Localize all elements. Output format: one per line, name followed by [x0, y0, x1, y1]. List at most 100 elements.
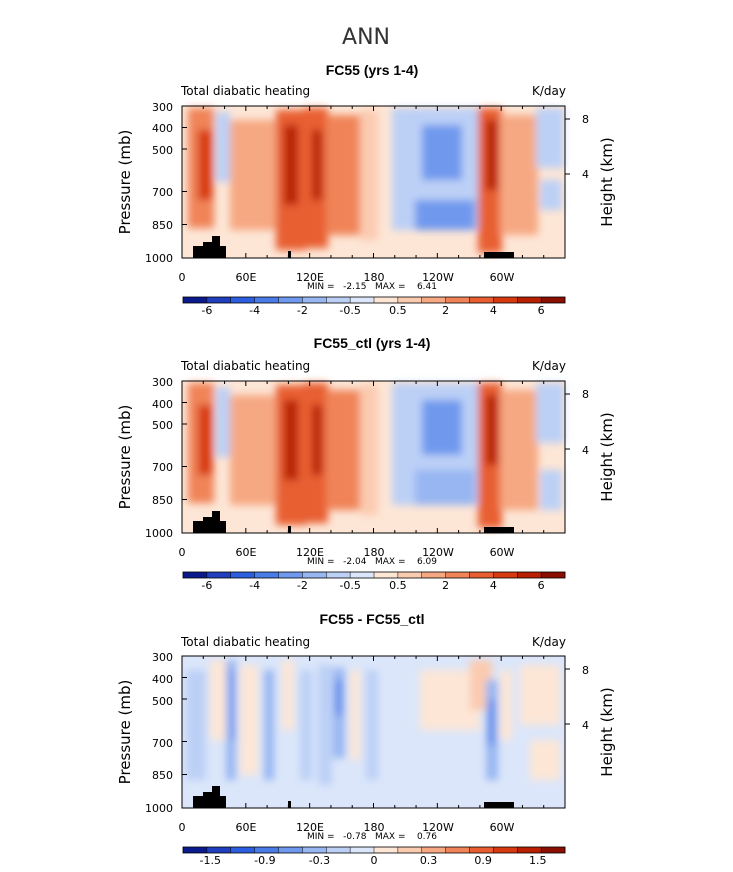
colorbar-label: 0.5: [389, 304, 407, 317]
colorbar-swatch: [374, 847, 399, 853]
colorbar-swatch: [254, 297, 279, 303]
figure-title: ANN: [342, 25, 390, 50]
y-tick-label: 400: [152, 673, 173, 686]
panel-3: FC55 - FC55_ctl Total diabatic heating K…: [116, 611, 616, 867]
y-tick-label: 1000: [145, 802, 173, 815]
colorbar-swatch: [469, 297, 494, 303]
panel-1-ylabel-right: Height (km): [598, 137, 616, 226]
panel-1-field: [182, 106, 565, 258]
x-tick-label: 180: [364, 271, 385, 284]
colorbar-swatch: [541, 847, 566, 853]
colorbar-swatch: [421, 847, 446, 853]
colorbar-swatch: [397, 847, 423, 853]
colorbar-swatch: [278, 297, 303, 303]
colorbar-swatch: [397, 572, 423, 578]
colorbar-swatch: [183, 572, 208, 578]
colorbar-label: 0: [371, 854, 378, 867]
colorbar-label: 4: [490, 579, 497, 592]
colorbar-swatch: [374, 572, 399, 578]
panel-1-y-axis: 300 400 500 700 850 1000 Pressure (mb): [116, 101, 173, 265]
y2-tick-label: 4: [582, 444, 589, 457]
x-tick-label: 60E: [236, 546, 257, 559]
panel-2-colorbar: -6 -4 -2 -0.5 0.5 2 4 6: [182, 571, 566, 592]
panel-1: FC55 (yrs 1-4) Total diabatic heating K/…: [116, 62, 616, 317]
colorbar-label: 0.3: [420, 854, 438, 867]
y2-tick-label: 8: [582, 664, 589, 677]
y-tick-label: 400: [152, 398, 173, 411]
y-tick-label: 700: [152, 737, 173, 750]
colorbar-swatch: [206, 847, 232, 853]
colorbar-swatch: [183, 847, 208, 853]
panel-1-units: K/day: [532, 84, 566, 98]
panel-1-title: FC55 (yrs 1-4): [326, 62, 419, 78]
panel-3-ylabel-right: Height (km): [598, 687, 616, 776]
panel-1-left-label: Total diabatic heating: [180, 84, 310, 98]
colorbar-swatch: [254, 847, 279, 853]
y-tick-label: 700: [152, 461, 173, 474]
x-tick-label: 0: [179, 271, 186, 284]
colorbar-swatch: [445, 572, 470, 578]
colorbar-label: -0.3: [309, 854, 330, 867]
x-tick-label: 120W: [422, 821, 454, 834]
colorbar-swatch: [541, 297, 566, 303]
colorbar-swatch: [206, 297, 232, 303]
y-tick-label: 500: [152, 695, 173, 708]
panel-3-colorbar: -1.5 -0.9 -0.3 0 0.3 0.9 1.5: [182, 846, 566, 867]
panel-3-title: FC55 - FC55_ctl: [319, 611, 424, 627]
x-tick-label: 120E: [296, 821, 324, 834]
panel-3-y-axis: 300 400 500 700 850 1000 Pressure (mb): [116, 651, 173, 815]
colorbar-swatch: [397, 297, 423, 303]
colorbar-swatch: [254, 572, 279, 578]
colorbar-label: 2: [442, 579, 449, 592]
y-tick-label: 300: [152, 101, 173, 114]
panel-1-ylabel: Pressure (mb): [116, 130, 134, 235]
colorbar-swatch: [493, 297, 518, 303]
colorbar-swatch: [350, 847, 375, 853]
colorbar-swatch: [469, 572, 494, 578]
panel-1-stats: MIN = -2.15 MAX = 6.41: [307, 282, 437, 292]
panel-2-ylabel-right: Height (km): [598, 412, 616, 501]
y-tick-label: 400: [152, 122, 173, 135]
panel-1-ticks: [181, 105, 570, 259]
y-tick-label: 500: [152, 144, 173, 157]
x-tick-label: 180: [364, 546, 385, 559]
colorbar-label: -1.5: [200, 854, 221, 867]
panel-3-ylabel: Pressure (mb): [116, 680, 134, 785]
colorbar-label: -0.9: [254, 854, 275, 867]
y2-tick-label: 8: [582, 113, 589, 126]
colorbar-swatch: [302, 297, 327, 303]
panel-2-field: [182, 381, 565, 533]
y-tick-label: 1000: [145, 527, 173, 540]
colorbar-swatch: [445, 847, 470, 853]
y2-tick-label: 4: [582, 168, 589, 181]
x-tick-label: 60E: [236, 821, 257, 834]
colorbar-swatch: [445, 297, 470, 303]
y2-tick-label: 8: [582, 388, 589, 401]
colorbar-label: -6: [201, 579, 212, 592]
x-tick-label: 60W: [490, 821, 515, 834]
colorbar-swatch: [278, 847, 303, 853]
y-tick-label: 300: [152, 651, 173, 664]
colorbar-swatch: [469, 847, 494, 853]
colorbar-swatch: [421, 572, 446, 578]
colorbar-label: -4: [249, 579, 260, 592]
colorbar-swatch: [517, 572, 542, 578]
x-tick-label: 180: [364, 821, 385, 834]
colorbar-swatch: [541, 572, 566, 578]
colorbar-label: -4: [249, 304, 260, 317]
y-tick-label: 850: [152, 494, 173, 507]
y-tick-label: 500: [152, 419, 173, 432]
x-tick-label: 120W: [422, 546, 454, 559]
x-tick-label: 120W: [422, 271, 454, 284]
colorbar-label: 2: [442, 304, 449, 317]
panel-2: FC55_ctl (yrs 1-4) Total diabatic heatin…: [116, 335, 616, 592]
x-tick-label: 0: [179, 821, 186, 834]
colorbar-swatch: [183, 297, 208, 303]
colorbar-label: -6: [201, 304, 212, 317]
panel-1-x-axis: 0 60E 120E 180 120W 60W: [179, 271, 515, 284]
colorbar-label: -0.5: [339, 304, 360, 317]
colorbar-swatch: [230, 847, 255, 853]
colorbar-swatch: [230, 572, 255, 578]
panel-3-stats: MIN = -0.78 MAX = 0.76: [307, 832, 437, 842]
panel-2-ticks: [181, 380, 570, 534]
